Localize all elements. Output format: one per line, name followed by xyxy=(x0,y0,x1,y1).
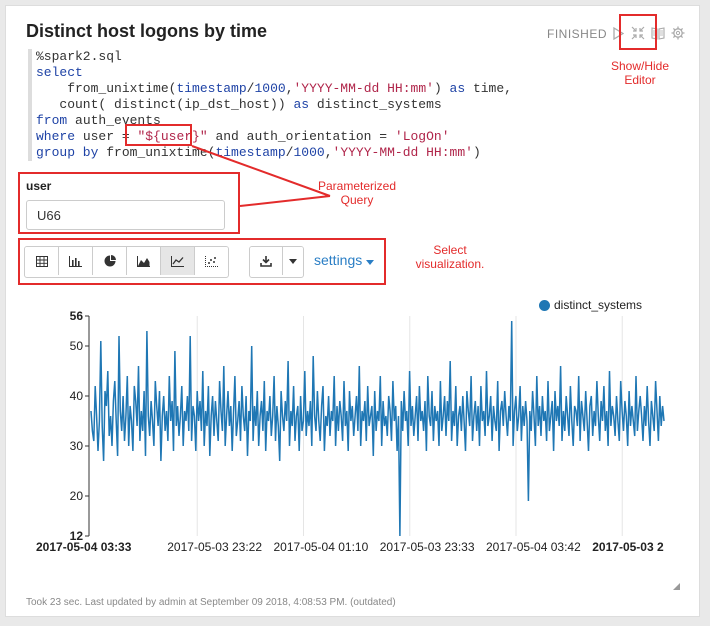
caret-down-icon xyxy=(366,260,375,265)
y-tick-label: 40 xyxy=(70,389,84,403)
code-token: ) xyxy=(472,145,481,160)
code-token: 'LogOn' xyxy=(394,129,450,144)
area-chart-icon xyxy=(137,255,150,267)
code-token: 1000 xyxy=(254,81,286,96)
footer-status: Took 23 sec. Last updated by admin at Se… xyxy=(26,597,396,608)
line-chart-icon xyxy=(171,255,184,267)
annotation-visualization: Select visualization. xyxy=(405,243,495,271)
paragraph-title[interactable]: Distinct host logons by time xyxy=(26,21,268,41)
annotation-text: Parameterized xyxy=(317,179,397,193)
paragraph-card: Distinct host logons by time FINISHED %s… xyxy=(5,5,700,617)
table-view-button[interactable] xyxy=(25,247,59,275)
status-label: FINISHED xyxy=(547,27,608,41)
param-label: user xyxy=(26,179,52,193)
annotation-box-form xyxy=(18,172,240,234)
annotation-box-param xyxy=(125,124,192,146)
code-token: as xyxy=(449,81,466,96)
pie-chart-button[interactable] xyxy=(93,247,127,275)
toggle-editor-icon[interactable] xyxy=(631,26,645,42)
code-token: time, xyxy=(465,81,512,96)
y-tick-label: 30 xyxy=(70,439,84,453)
code-token: and auth_orientation = xyxy=(207,129,395,144)
area-chart-button[interactable] xyxy=(127,247,161,275)
line-chart-button[interactable] xyxy=(161,247,195,275)
series-line-distinct-systems xyxy=(90,320,665,537)
x-tick-label: 2017-05-03 2 xyxy=(592,540,664,554)
scatter-chart-button[interactable] xyxy=(195,247,228,275)
download-options-button[interactable] xyxy=(283,247,303,275)
code-token: distinct_systems xyxy=(309,97,442,112)
run-icon[interactable] xyxy=(613,26,625,42)
code-token: count( distinct(ip_dst_host)) xyxy=(36,97,294,112)
x-tick-label: 2017-05-03 23:22 xyxy=(167,540,262,554)
code-token: as xyxy=(293,97,310,112)
code-token: from_unixtime( xyxy=(36,81,177,96)
annotation-text: Show/Hide xyxy=(610,59,670,73)
resize-handle[interactable] xyxy=(673,583,680,590)
line-chart: 12 20 30 40 50 56 2017-05-04 03:33 2017-05-03 2… xyxy=(36,309,665,554)
code-token: ) xyxy=(433,81,450,96)
y-tick-label: 50 xyxy=(70,339,84,353)
visualization-selector xyxy=(24,246,229,278)
y-tick-label: 12 xyxy=(70,529,84,543)
y-tick-label: 56 xyxy=(70,309,84,323)
code-token: , xyxy=(285,81,294,96)
table-icon xyxy=(35,255,48,267)
annotation-text: Query xyxy=(340,193,374,207)
x-tick-label: 2017-05-04 03:33 xyxy=(36,540,132,554)
annotation-text: Editor xyxy=(624,73,656,87)
bar-chart-icon xyxy=(69,255,82,267)
annotation-box-visualization xyxy=(18,238,386,285)
x-tick-label: 2017-05-04 01:10 xyxy=(274,540,369,554)
legend-series-marker xyxy=(539,299,550,311)
code-line-2: select xyxy=(36,65,83,80)
x-tick-label: 2017-05-03 23:33 xyxy=(380,540,475,554)
caret-down-icon xyxy=(289,258,297,264)
code-token: from_unixtime( xyxy=(98,145,216,160)
download-icon xyxy=(260,256,272,267)
annotation-text: visualization. xyxy=(415,257,485,271)
pie-chart-icon xyxy=(104,255,116,267)
annotation-param: Parameterized Query xyxy=(307,179,407,207)
bar-chart-button[interactable] xyxy=(59,247,93,275)
code-token: where xyxy=(36,129,76,144)
y-tick-label: 20 xyxy=(70,489,84,503)
user-param-input[interactable] xyxy=(26,200,225,230)
code-token: 'YYYY-MM-dd HH:mm' xyxy=(293,81,434,96)
settings-dropdown[interactable]: settings xyxy=(314,252,375,268)
scatter-chart-icon xyxy=(205,255,218,267)
annotation-text: Select xyxy=(433,243,467,257)
annotation-box-editor xyxy=(619,14,657,50)
code-token: from xyxy=(36,113,68,128)
settings-label: settings xyxy=(314,252,363,268)
code-token: timestamp xyxy=(176,81,247,96)
code-line-1: %spark2.sql xyxy=(36,49,122,64)
x-tick-label: 2017-05-04 03:42 xyxy=(486,540,581,554)
download-button[interactable] xyxy=(250,247,283,275)
code-token: / xyxy=(246,81,255,96)
legend-series-label: distinct_systems xyxy=(554,298,643,312)
code-token: group by xyxy=(36,145,99,160)
annotation-editor: Show/Hide Editor xyxy=(600,59,680,87)
chart-legend[interactable]: distinct_systems xyxy=(539,298,642,312)
gear-icon[interactable] xyxy=(671,26,685,42)
code-token: 'YYYY-MM-dd HH:mm' xyxy=(332,145,473,160)
download-group xyxy=(249,246,304,278)
